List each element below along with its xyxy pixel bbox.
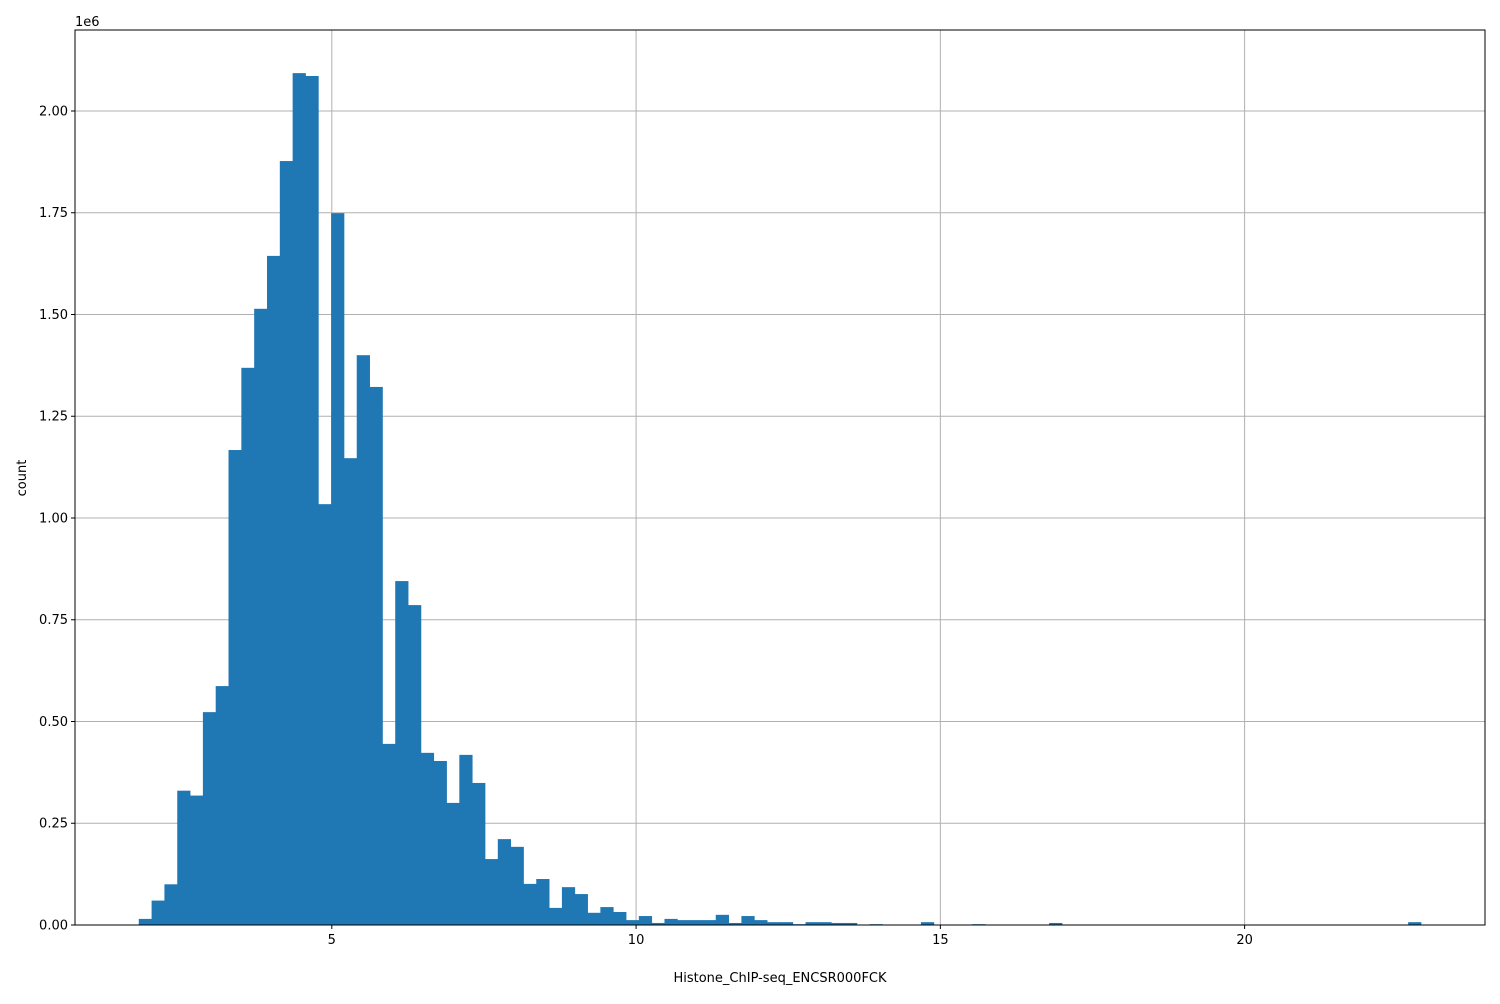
histogram-bar <box>408 605 422 925</box>
y-tick-label: 0.00 <box>39 919 68 934</box>
histogram-bar <box>1049 922 1063 925</box>
histogram-bar <box>164 884 178 925</box>
histogram-bar <box>561 887 576 925</box>
y-tick-label: 0.25 <box>39 817 68 832</box>
histogram-bar <box>138 918 152 925</box>
histogram-bar <box>715 914 729 925</box>
histogram-bar <box>343 458 358 925</box>
histogram-bar <box>331 213 345 925</box>
histogram-bar <box>626 920 640 925</box>
histogram-bar <box>613 911 627 925</box>
y-tick-label: 1.75 <box>39 206 68 221</box>
x-tick-label: 10 <box>628 933 645 948</box>
histogram-bar <box>433 760 447 925</box>
histogram-bar <box>382 743 396 925</box>
histogram-bar <box>779 922 794 925</box>
histogram-bar <box>215 686 229 925</box>
histogram-bar <box>767 922 781 925</box>
histogram-bar <box>241 367 255 926</box>
histogram-bar <box>677 920 691 925</box>
histogram-bar <box>818 922 832 925</box>
histogram-bar <box>1408 922 1422 925</box>
histogram-bar <box>549 907 563 925</box>
x-axis: 5 10 15 20 <box>328 925 1253 948</box>
histogram-bar <box>497 839 512 925</box>
histogram-bar <box>395 581 409 925</box>
y-tick-label: 2.00 <box>39 104 68 119</box>
histogram-bar <box>472 782 486 925</box>
histogram-bar <box>484 859 499 925</box>
histogram-bar <box>754 920 768 925</box>
histogram-bar <box>831 922 845 925</box>
histogram-bar <box>292 73 306 925</box>
histogram-bar <box>202 712 217 925</box>
histogram-bar <box>420 752 435 925</box>
y-tick-label: 0.75 <box>39 613 68 628</box>
histogram-bar <box>741 916 755 925</box>
histogram-bar <box>805 922 819 925</box>
histogram-bar <box>177 790 191 925</box>
histogram-bar <box>266 255 281 925</box>
histogram-bar <box>279 161 294 925</box>
histogram-bar <box>356 355 370 925</box>
histogram-bar <box>651 922 665 925</box>
histogram-bar <box>702 920 717 925</box>
plot-frame <box>74 29 1486 926</box>
y-axis: 0.00 0.25 0.50 0.75 1.00 1.25 1.50 1.75 2.00 <box>39 104 75 934</box>
bars <box>138 73 1422 926</box>
histogram-bar <box>638 916 653 925</box>
histogram-bar <box>369 386 383 926</box>
x-axis-label: Histone_ChIP-seq_ENCSR000FCK <box>673 971 887 986</box>
histogram-bar <box>190 795 204 925</box>
x-tick-label: 5 <box>328 933 336 948</box>
histogram-bar <box>510 846 524 925</box>
histogram-bar <box>664 918 678 925</box>
histogram-bar <box>600 907 614 925</box>
y-tick-label: 1.25 <box>39 410 68 425</box>
histogram-bar <box>523 883 537 925</box>
x-tick-label: 20 <box>1236 933 1253 948</box>
histogram-bar <box>843 922 858 925</box>
y-tick-label: 0.50 <box>39 715 68 730</box>
histogram-bar <box>459 754 473 925</box>
y-axis-label: count <box>15 460 30 497</box>
y-tick-label: 1.00 <box>39 511 68 526</box>
histogram-bar <box>690 920 704 925</box>
histogram-bar <box>728 922 742 925</box>
histogram-bar <box>574 894 588 925</box>
histogram-bar <box>151 900 165 925</box>
histogram-bar <box>318 504 332 925</box>
histogram-bar <box>228 450 242 925</box>
histogram-bar <box>254 308 268 925</box>
histogram-bar <box>587 912 601 925</box>
histogram-bar <box>920 922 935 925</box>
histogram-bar <box>446 802 460 925</box>
y-tick-label: 1.50 <box>39 308 68 323</box>
histogram-bar <box>536 879 550 925</box>
y-offset-label: 1e6 <box>75 15 100 30</box>
histogram-bar <box>305 75 319 926</box>
x-tick-label: 15 <box>932 933 949 948</box>
